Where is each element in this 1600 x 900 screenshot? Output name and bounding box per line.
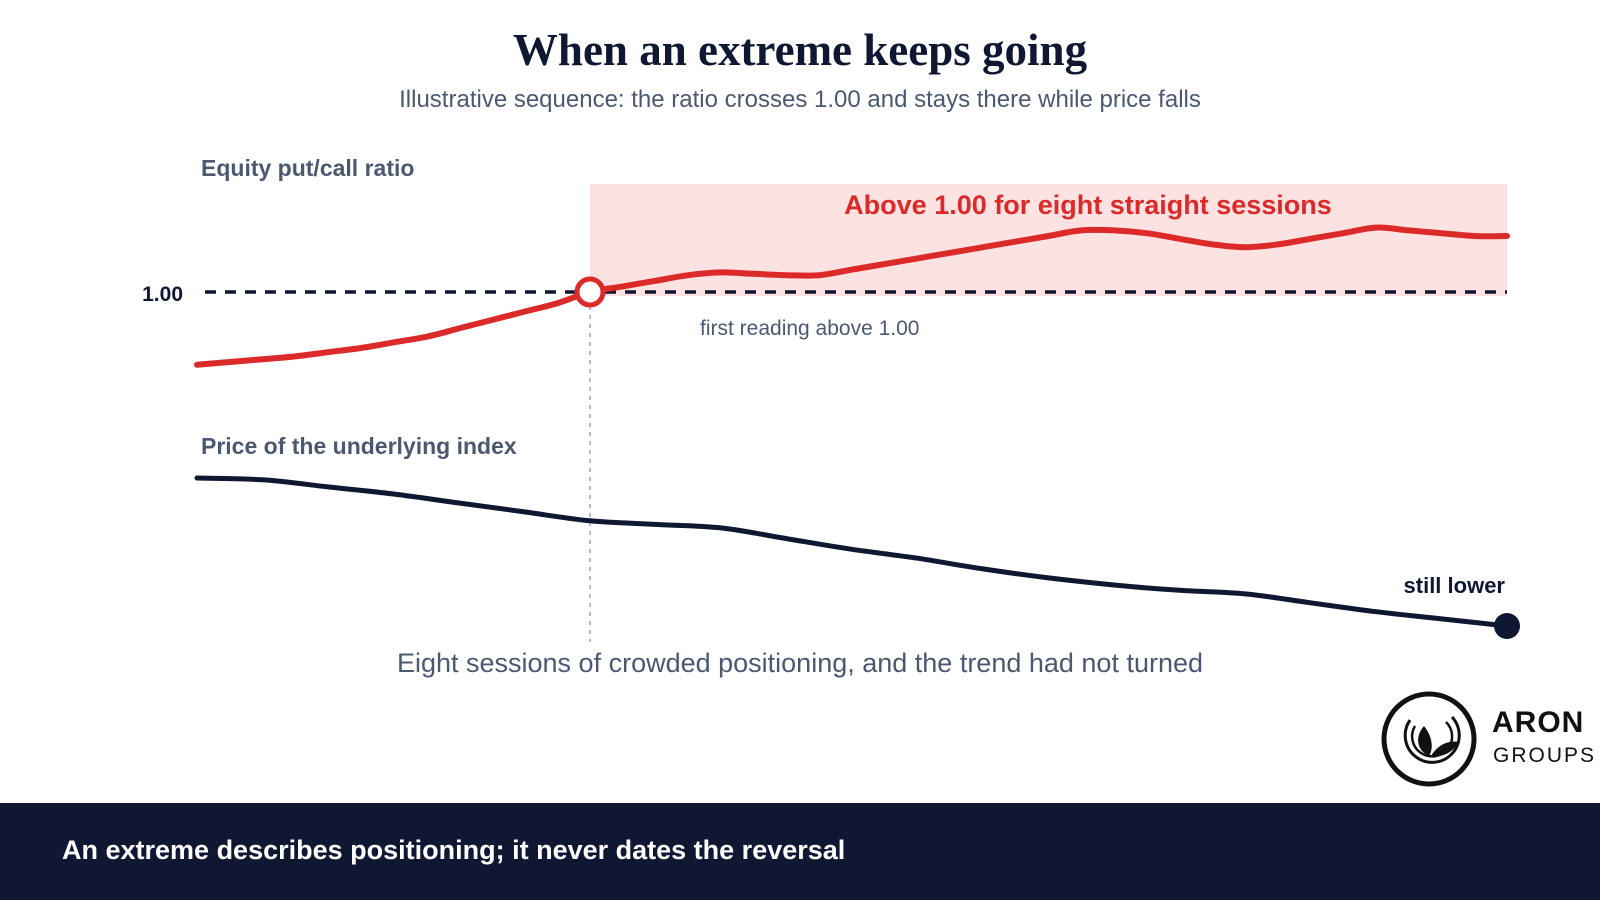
chart-caption: Eight sessions of crowded positioning, a…	[397, 648, 1203, 678]
logo-wordmark: ARON	[1492, 706, 1585, 739]
price-line	[194, 475, 1510, 629]
logo-subtext: GROUPS	[1493, 744, 1597, 767]
shaded-region-label: Above 1.00 for eight straight sessions	[844, 190, 1332, 220]
price-end-marker	[1494, 613, 1520, 639]
crossing-marker	[574, 276, 606, 308]
footer-banner: An extreme describes positioning; it nev…	[0, 803, 1600, 900]
above-threshold-shade	[590, 184, 1507, 296]
ratio-panel-label: Equity put/call ratio	[201, 155, 414, 181]
put-call-ratio-line	[194, 224, 1510, 368]
aron-groups-logo: ARON GROUPS	[1380, 690, 1594, 788]
leaf-emblem-icon	[1381, 691, 1477, 787]
price-panel-label: Price of the underlying index	[201, 433, 517, 459]
chart-subtitle: Illustrative sequence: the ratio crosses…	[399, 86, 1201, 113]
reference-tick-label: 1.00	[142, 283, 183, 306]
crossing-annotation: first reading above 1.00	[700, 317, 919, 340]
chart-title: When an extreme keeps going	[512, 25, 1088, 75]
price-end-annotation: still lower	[1404, 573, 1506, 598]
footer-text: An extreme describes positioning; it nev…	[62, 835, 846, 865]
